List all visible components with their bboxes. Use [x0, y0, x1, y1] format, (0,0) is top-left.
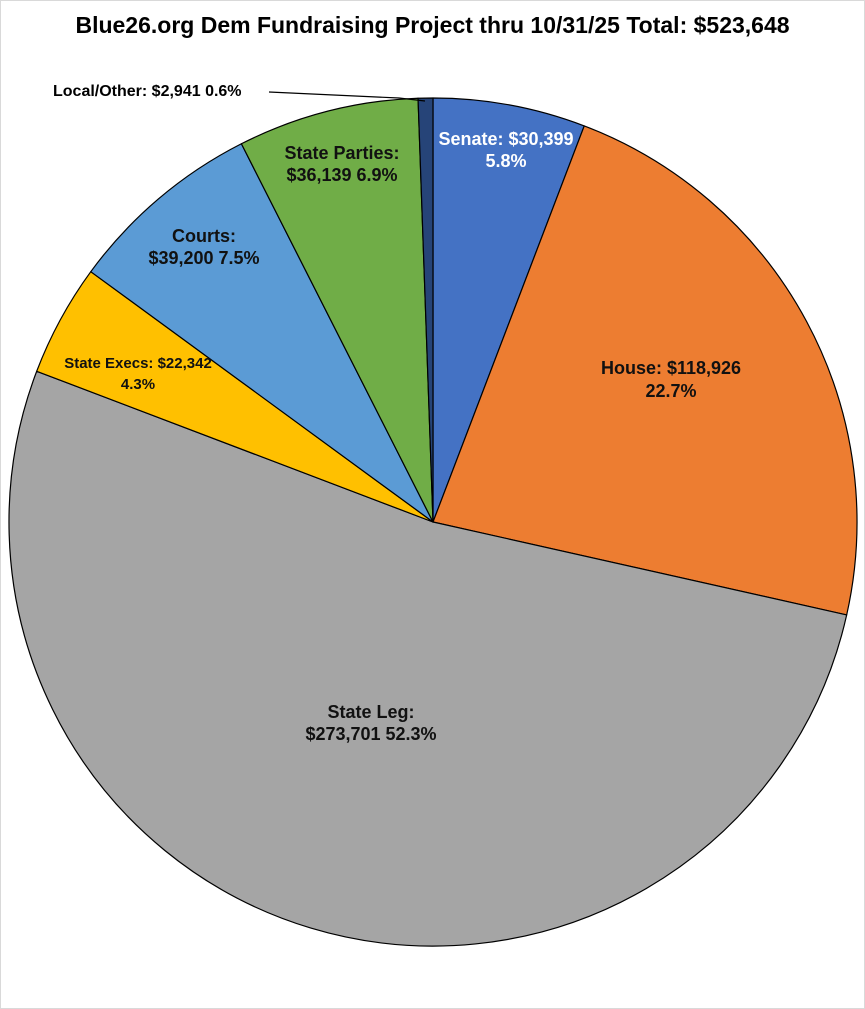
pie-slice-state-leg — [8, 370, 848, 947]
pie-label-state-execs-line2: 4.3% — [121, 376, 155, 393]
pie-slice-senate — [432, 97, 585, 523]
pie-label-courts-line2: $39,200 7.5% — [148, 248, 259, 268]
pie-slice-local-other — [417, 97, 434, 523]
pie-label-state-leg-line1: State Leg: — [327, 702, 414, 722]
callout-leader-line — [268, 91, 426, 102]
pie-label-local-other-line1: Local/Other: $2,941 0.6% — [53, 83, 242, 100]
pie-label-house-line2: 22.7% — [645, 381, 696, 401]
pie-label-state-parties-line1: State Parties: — [284, 143, 399, 163]
pie-label-state-parties-line2: $36,139 6.9% — [286, 165, 397, 185]
pie-slice-courts — [90, 143, 434, 523]
pie-slice-house — [432, 125, 858, 616]
pie-label-senate-line2: 5.8% — [485, 151, 526, 171]
pie-label-state-leg-line2: $273,701 52.3% — [305, 724, 436, 744]
pie-label-courts-line1: Courts: — [172, 226, 236, 246]
pie-label-senate-line1: Senate: $30,399 — [438, 129, 573, 149]
pie-label-house-line1: House: $118,926 — [601, 358, 741, 378]
pie-label-state-execs-line1: State Execs: $22,342 — [64, 355, 212, 372]
chart-title: Blue26.org Dem Fundraising Project thru … — [75, 12, 790, 38]
